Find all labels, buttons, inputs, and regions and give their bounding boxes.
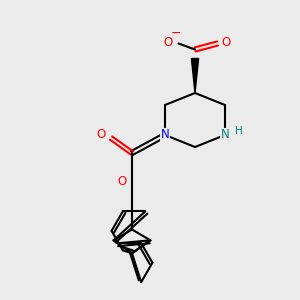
Text: O: O: [97, 128, 106, 142]
Text: O: O: [222, 35, 231, 49]
Text: H: H: [235, 125, 242, 136]
Text: −: −: [170, 26, 181, 40]
Text: O: O: [164, 35, 172, 49]
Text: O: O: [118, 175, 127, 188]
Text: N: N: [220, 128, 230, 142]
Polygon shape: [191, 58, 199, 93]
Text: N: N: [160, 128, 169, 142]
